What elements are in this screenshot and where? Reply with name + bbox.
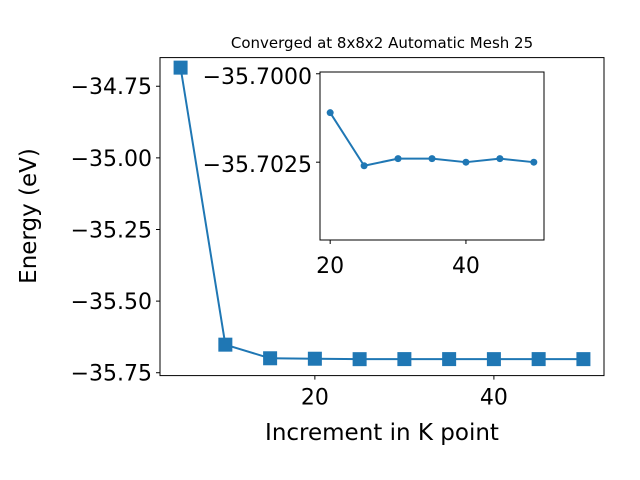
y-tick-label: −35.50 (71, 290, 152, 315)
inset-data-point (394, 155, 402, 163)
inset-plot-frame (319, 71, 545, 241)
inset-data-point (496, 155, 504, 163)
inset-chart: 20 40 −35.7025−35.7000 (203, 65, 545, 279)
inset-data-point (326, 109, 334, 117)
inset-y-axis: −35.7025 −35.7000 (203, 65, 320, 178)
data-point (576, 352, 591, 367)
y-tick-label: −35.75 (71, 362, 152, 387)
x-tick-label: 40 (480, 386, 508, 411)
series-line (179, 67, 584, 361)
main-x-axis: 20 40 (301, 375, 508, 411)
main-y-axis: −34.75 −35.00 −35.25 −35.50 −35.75 (71, 75, 160, 387)
data-point (263, 351, 278, 366)
y-tick-label: −35.00 (71, 147, 152, 172)
data-point (397, 352, 412, 367)
y-tick-label: −35.25 (71, 218, 152, 243)
main-plot-frame (159, 57, 605, 377)
inset-data-point (462, 158, 470, 166)
data-point (442, 352, 457, 367)
data-point (486, 352, 501, 367)
inset-x-tick-label: 40 (452, 254, 480, 279)
data-point (173, 60, 188, 75)
x-tick-label: 20 (301, 386, 329, 411)
inset-y-tick-label: −35.7025 (203, 153, 312, 178)
inset-data-point (428, 155, 436, 163)
y-tick-label: −34.75 (71, 75, 152, 100)
data-point (352, 352, 367, 367)
y-axis-label: Energy (eV) (16, 148, 42, 284)
inset-x-tick-label: 20 (316, 254, 344, 279)
x-axis-label: Increment in K point (265, 420, 499, 446)
main-marks (173, 60, 591, 367)
inset-marks (326, 109, 538, 170)
inset-x-axis: 20 40 (316, 240, 480, 279)
inset-data-point (360, 162, 368, 170)
inset-y-tick-label: −35.7000 (203, 65, 312, 90)
data-point (307, 351, 322, 366)
main-chart: Converged at 8x8x2 Automatic Mesh 25 20 4… (16, 34, 605, 446)
chart-title: Converged at 8x8x2 Automatic Mesh 25 (231, 34, 533, 52)
data-point (218, 337, 233, 352)
data-point (531, 352, 546, 367)
inset-data-point (530, 158, 538, 166)
